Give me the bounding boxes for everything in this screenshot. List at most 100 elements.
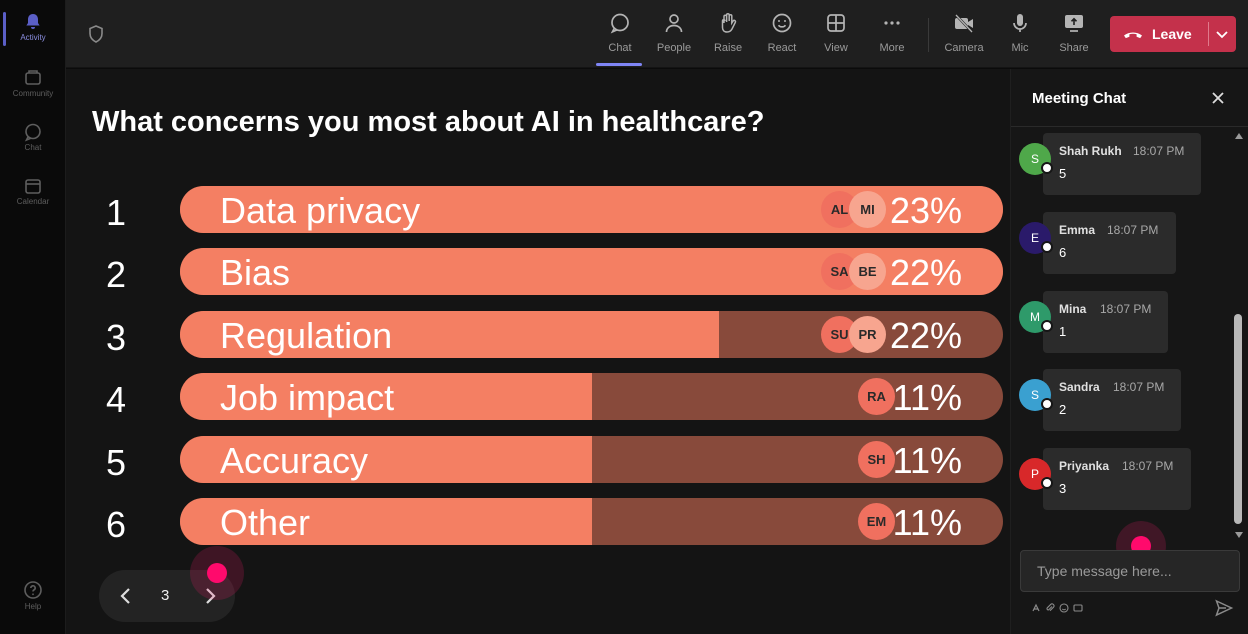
leave-divider (1208, 22, 1209, 46)
option-bar-fill (180, 498, 592, 545)
meeting-chat-panel: Meeting Chat Shah Rukh 18:07 PM 5 S Emma 18:0… (1010, 69, 1248, 634)
sender-avatar[interactable]: P (1019, 458, 1053, 491)
send-icon[interactable] (1214, 598, 1234, 618)
option-label: Other (220, 502, 311, 543)
presence-indicator (1041, 240, 1053, 253)
chat-label: Chat (608, 42, 632, 54)
chat-scrollbar[interactable] (1232, 129, 1246, 544)
chat-message[interactable]: Sandra 18:07 PM 2 (1043, 369, 1181, 432)
chat-button[interactable]: Chat (594, 10, 646, 66)
emoji-icon[interactable] (1059, 603, 1069, 613)
shield-icon[interactable] (86, 24, 106, 44)
poll-option[interactable]: 4 Job impact RA 11% (66, 373, 1010, 421)
message-text: 3 (1059, 481, 1067, 497)
camera-off-icon (955, 14, 973, 33)
avatar-initial: E (1030, 230, 1039, 245)
chat-icon (610, 13, 629, 34)
voter-avatar: AL (821, 191, 858, 228)
rail-item-help[interactable]: Help (0, 576, 66, 626)
close-icon[interactable] (1210, 90, 1226, 106)
option-number: 6 (106, 504, 127, 545)
sender-avatar[interactable]: S (1019, 379, 1053, 412)
more-button[interactable]: More (866, 10, 918, 62)
message-time: 18:07 PM (1113, 380, 1165, 395)
rail-label: Help (24, 602, 42, 611)
poll-stage: What concerns you most about AI in healt… (66, 69, 1010, 634)
people-button[interactable]: People (648, 10, 700, 62)
avatar-initial: S (1030, 388, 1039, 403)
chat-message[interactable]: Shah Rukh 18:07 PM 5 (1043, 133, 1201, 195)
option-bar-fill (180, 310, 720, 358)
chat-message[interactable]: Emma 18:07 PM 6 (1043, 211, 1176, 274)
format-icon[interactable] (1031, 603, 1041, 613)
raise-hand-button[interactable]: Raise (702, 10, 754, 62)
option-label: Regulation (220, 314, 393, 356)
voter-avatar: SH (858, 440, 895, 478)
message-time: 18:07 PM (1107, 222, 1159, 237)
option-percentage: 11% (892, 439, 962, 481)
presence-indicator (1041, 162, 1053, 174)
message-text: 2 (1059, 402, 1067, 418)
poll-option[interactable]: 5 Accuracy SH 11% (66, 435, 1010, 484)
mic-button[interactable]: Mic (994, 10, 1046, 62)
smiley-icon (772, 13, 792, 33)
option-percentage: 11% (892, 502, 962, 543)
camera-button[interactable]: Camera (938, 10, 990, 62)
poll-option[interactable]: 2 Bias SA BE 22% (66, 248, 1010, 296)
chat-message[interactable]: Priyanka 18:07 PM 3 (1043, 448, 1191, 511)
sender-avatar[interactable]: M (1019, 300, 1053, 333)
message-time: 18:07 PM (1133, 144, 1185, 158)
hang-up-icon (1124, 32, 1142, 39)
poll-option[interactable]: 3 Regulation SU PR 22% (66, 310, 1010, 359)
calendar-icon (25, 179, 41, 194)
raise-label: Raise (713, 42, 743, 54)
sender-name: Emma (1059, 222, 1096, 237)
view-label: View (824, 42, 848, 54)
chevron-right-icon[interactable] (199, 585, 221, 607)
option-label: Data privacy (220, 190, 421, 231)
gif-icon[interactable] (1073, 603, 1083, 613)
share-button[interactable]: Share (1048, 10, 1100, 62)
attach-icon[interactable] (1045, 603, 1055, 613)
avatar-initial: P (1030, 467, 1039, 482)
poll-option[interactable]: 1 Data privacy AL MI 23% (66, 186, 1010, 234)
option-percentage: 11% (892, 377, 962, 419)
option-percentage: 23% (889, 190, 962, 231)
grid-icon (827, 14, 845, 32)
rail-label: Chat (24, 143, 42, 152)
view-button[interactable]: View (810, 10, 862, 62)
rail-item-activity[interactable]: Activity (0, 6, 66, 58)
presence-indicator (1041, 477, 1053, 490)
community-icon (25, 70, 41, 85)
poll-question: What concerns you most about AI in healt… (92, 106, 765, 138)
message-time: 18:07 PM (1122, 459, 1174, 474)
rail-label: Calendar (16, 197, 50, 206)
poll-option[interactable]: 6 Other EM 11% (66, 498, 1010, 546)
chat-message[interactable]: Mina 18:07 PM 1 (1043, 290, 1168, 353)
sender-avatar[interactable]: E (1019, 221, 1053, 254)
leave-button[interactable]: Leave (1110, 16, 1236, 52)
option-percentage: 22% (889, 314, 962, 356)
app-rail: Activity Community Chat Calendar Help (0, 0, 66, 634)
scroll-thumb[interactable] (1234, 314, 1242, 524)
bell-icon (26, 14, 40, 29)
scroll-up-arrow[interactable] (1235, 133, 1243, 139)
people-label: People (656, 42, 692, 54)
chevron-down-icon[interactable] (1214, 25, 1230, 43)
scroll-down-arrow[interactable] (1235, 532, 1243, 538)
rail-item-calendar[interactable]: Calendar (0, 170, 66, 222)
chevron-left-icon[interactable] (115, 585, 137, 607)
react-button[interactable]: React (756, 10, 808, 62)
camera-label: Camera (944, 42, 984, 54)
message-compose-box[interactable] (1020, 550, 1240, 592)
page-number: 3 (161, 587, 170, 604)
message-input[interactable] (1021, 551, 1239, 591)
option-bar-fill (180, 373, 592, 421)
rail-label: Activity (20, 33, 46, 42)
sender-avatar[interactable]: S (1019, 143, 1053, 175)
rail-item-community[interactable]: Community (0, 62, 66, 114)
option-bar-fill (180, 435, 592, 483)
message-text: 5 (1059, 166, 1067, 181)
voter-avatar: RA (858, 378, 895, 416)
rail-item-chat[interactable]: Chat (0, 116, 66, 168)
